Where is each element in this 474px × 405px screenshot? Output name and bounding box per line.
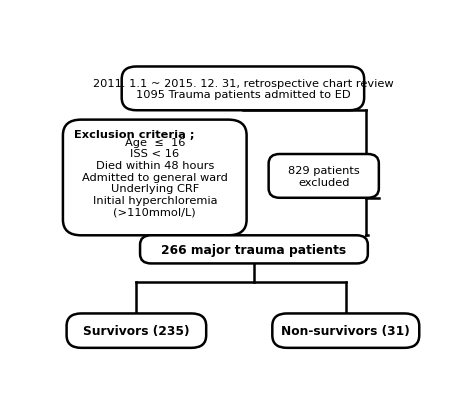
FancyBboxPatch shape xyxy=(269,155,379,198)
Text: Age  ≤  16
ISS < 16
Died within 48 hours
Admitted to general ward
Underlying CRF: Age ≤ 16 ISS < 16 Died within 48 hours A… xyxy=(82,137,228,217)
Text: Survivors (235): Survivors (235) xyxy=(83,324,190,337)
Text: 2011. 1.1 ~ 2015. 12. 31, retrospective chart review
1095 Trauma patients admitt: 2011. 1.1 ~ 2015. 12. 31, retrospective … xyxy=(92,78,393,100)
Text: 829 patients
excluded: 829 patients excluded xyxy=(288,166,360,187)
FancyBboxPatch shape xyxy=(140,236,368,264)
FancyBboxPatch shape xyxy=(63,120,246,236)
FancyBboxPatch shape xyxy=(122,67,364,111)
Text: 266 major trauma patients: 266 major trauma patients xyxy=(161,243,346,256)
Text: Exclusion criteria ;: Exclusion criteria ; xyxy=(74,130,194,140)
FancyBboxPatch shape xyxy=(272,313,419,348)
Text: Non-survivors (31): Non-survivors (31) xyxy=(282,324,410,337)
FancyBboxPatch shape xyxy=(66,313,206,348)
